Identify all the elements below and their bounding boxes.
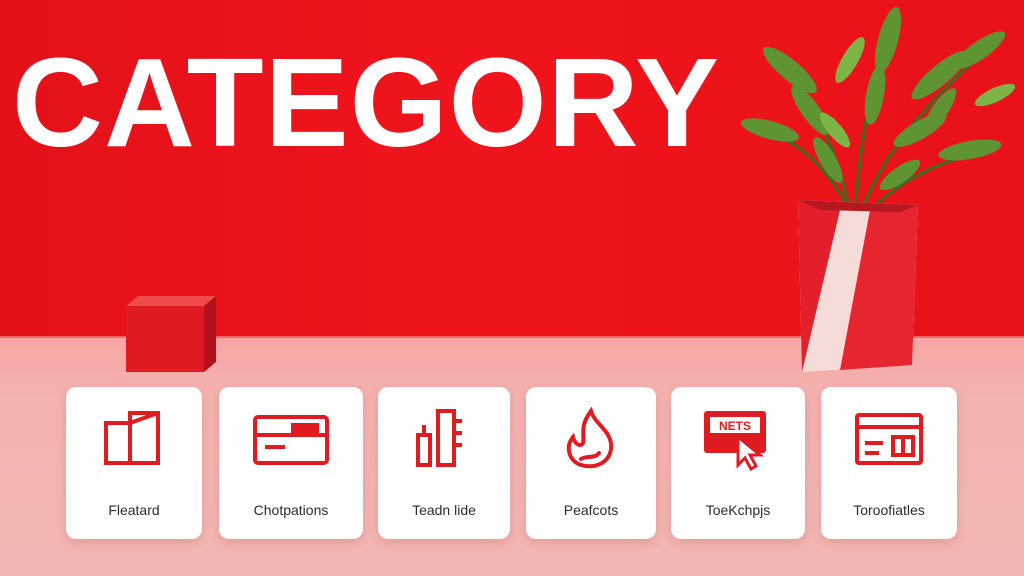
panels-icon — [104, 411, 160, 465]
card-icon — [253, 415, 329, 465]
browser-window-icon — [855, 413, 923, 465]
potted-plant — [740, 7, 1016, 372]
card-icon-text: NETS — [719, 419, 751, 433]
category-card-label: Peafcots — [563, 502, 619, 518]
cursor-screen-icon: NETS — [704, 411, 766, 471]
category-card-5[interactable]: NETS ToeKchpjs — [671, 387, 805, 539]
flame-icon — [566, 407, 614, 469]
category-card-6[interactable]: Toroofiatles — [821, 387, 957, 539]
category-card-4[interactable]: Peafcots — [526, 387, 656, 539]
category-card-label: Chotpations — [253, 502, 329, 518]
category-card-label: ToeKchpjs — [705, 502, 771, 518]
category-card-1[interactable]: Fleatard — [66, 387, 202, 539]
page-title: CATEGORY — [12, 32, 721, 173]
red-cube — [126, 296, 216, 372]
category-card-label: Fleatard — [108, 502, 160, 518]
category-card-label: Toroofiatles — [853, 502, 925, 518]
category-card-label: Teadn lide — [412, 502, 476, 518]
category-card-2[interactable]: Chotpations — [219, 387, 363, 539]
bars-icon — [416, 409, 462, 467]
category-card-3[interactable]: Teadn lide — [378, 387, 510, 539]
